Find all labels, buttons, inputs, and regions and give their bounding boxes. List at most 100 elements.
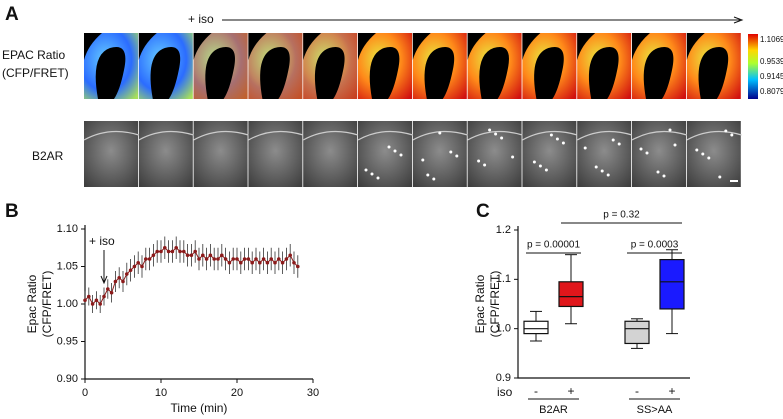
- membrane: [522, 130, 578, 141]
- cell-edge: [84, 33, 102, 60]
- cell-edge: [577, 33, 596, 60]
- cell-edge: [467, 33, 486, 60]
- y-tick-label: 1.1: [496, 273, 511, 285]
- point: [144, 257, 148, 261]
- cell-shadow: [369, 46, 400, 99]
- vesicle: [432, 177, 436, 181]
- cell-shadow: [314, 46, 345, 99]
- point: [239, 260, 243, 265]
- point: [163, 245, 167, 250]
- vesicle: [538, 164, 542, 168]
- point: [201, 253, 205, 258]
- vesicle: [707, 156, 711, 160]
- x-tick-label: 20: [231, 387, 243, 399]
- colorbar-label: 0.8079: [760, 87, 783, 96]
- vesicle: [544, 168, 548, 172]
- p-value: p = 0.0003: [631, 240, 679, 251]
- y-tick-label: 1.10: [57, 223, 78, 235]
- point: [277, 257, 281, 261]
- box: [523, 320, 549, 335]
- group-label: B2AR: [539, 404, 568, 416]
- point: [182, 249, 186, 254]
- y-axis-label: (CFP/FRET): [488, 271, 502, 338]
- vesicle: [387, 145, 391, 149]
- cell-shadow: [479, 46, 509, 99]
- point: [121, 279, 125, 284]
- cell-edge: [193, 33, 212, 60]
- point: [117, 275, 121, 280]
- arrow-head: [733, 16, 744, 24]
- cell-edge: [522, 33, 541, 60]
- point: [254, 257, 258, 261]
- b2ar-image: [303, 121, 358, 187]
- vesicle: [555, 137, 559, 141]
- point: [208, 253, 213, 258]
- point: [204, 257, 209, 261]
- point: [220, 253, 224, 258]
- vesicle: [455, 154, 459, 158]
- point: [296, 264, 300, 269]
- cell-shadow: [260, 46, 290, 99]
- b2ar-image: [193, 121, 248, 187]
- row-label: (CFP/FRET): [2, 66, 69, 80]
- membrane: [248, 130, 304, 141]
- y-axis-label: Epac Ratio: [25, 274, 39, 333]
- cell-edge: [632, 33, 650, 60]
- y-axis-label: Epac Ratio: [473, 274, 487, 333]
- point: [223, 257, 228, 261]
- b2ar-image: [248, 121, 303, 187]
- point: [288, 253, 293, 258]
- colorbar-label: 0.9145: [760, 72, 783, 81]
- cell-shadow: [205, 46, 235, 99]
- y-tick-label: 1.2: [496, 224, 511, 236]
- point: [102, 294, 106, 299]
- vesicle: [724, 129, 728, 133]
- point: [155, 249, 159, 254]
- x-tick-label: -: [635, 384, 639, 398]
- vesicle: [364, 168, 368, 172]
- cell-shadow: [95, 46, 126, 99]
- point: [197, 257, 201, 261]
- point: [136, 260, 140, 265]
- point: [174, 245, 178, 250]
- point: [269, 257, 274, 261]
- vesicle: [477, 159, 481, 163]
- point: [265, 260, 270, 265]
- box: [558, 281, 584, 308]
- point: [166, 249, 171, 254]
- vesicle: [421, 158, 425, 162]
- b2ar-image: [412, 121, 467, 187]
- row-label: iso: [497, 385, 513, 399]
- vesicle: [376, 176, 380, 180]
- cell-shadow: [698, 46, 729, 99]
- cell-edge: [686, 33, 705, 60]
- y-tick-label: 1.05: [57, 260, 78, 272]
- point: [246, 257, 251, 261]
- vesicle: [438, 131, 442, 135]
- cell-edge: [358, 33, 376, 60]
- x-axis-label: Time (min): [171, 401, 228, 415]
- vesicle: [617, 142, 621, 146]
- x-tick-label: 10: [155, 387, 167, 399]
- cell-edge: [303, 33, 322, 60]
- membrane: [193, 130, 249, 141]
- panel-label: C: [476, 201, 490, 222]
- point: [189, 253, 194, 258]
- point: [273, 260, 277, 265]
- point: [185, 253, 190, 258]
- group-label: SS>AA: [637, 404, 673, 416]
- b2ar-image: [358, 121, 412, 187]
- membrane: [467, 130, 523, 141]
- vesicle: [500, 136, 504, 140]
- vesicle: [656, 170, 660, 174]
- cell-shadow: [588, 46, 619, 99]
- point: [280, 260, 285, 265]
- b2ar-image: [522, 121, 577, 187]
- point: [170, 249, 175, 254]
- colorbar-label: 0.9539: [760, 57, 783, 66]
- b2ar-image: [686, 121, 741, 187]
- y-tick-label: 1.00: [57, 298, 78, 310]
- point: [125, 272, 129, 276]
- vesicle: [561, 141, 565, 145]
